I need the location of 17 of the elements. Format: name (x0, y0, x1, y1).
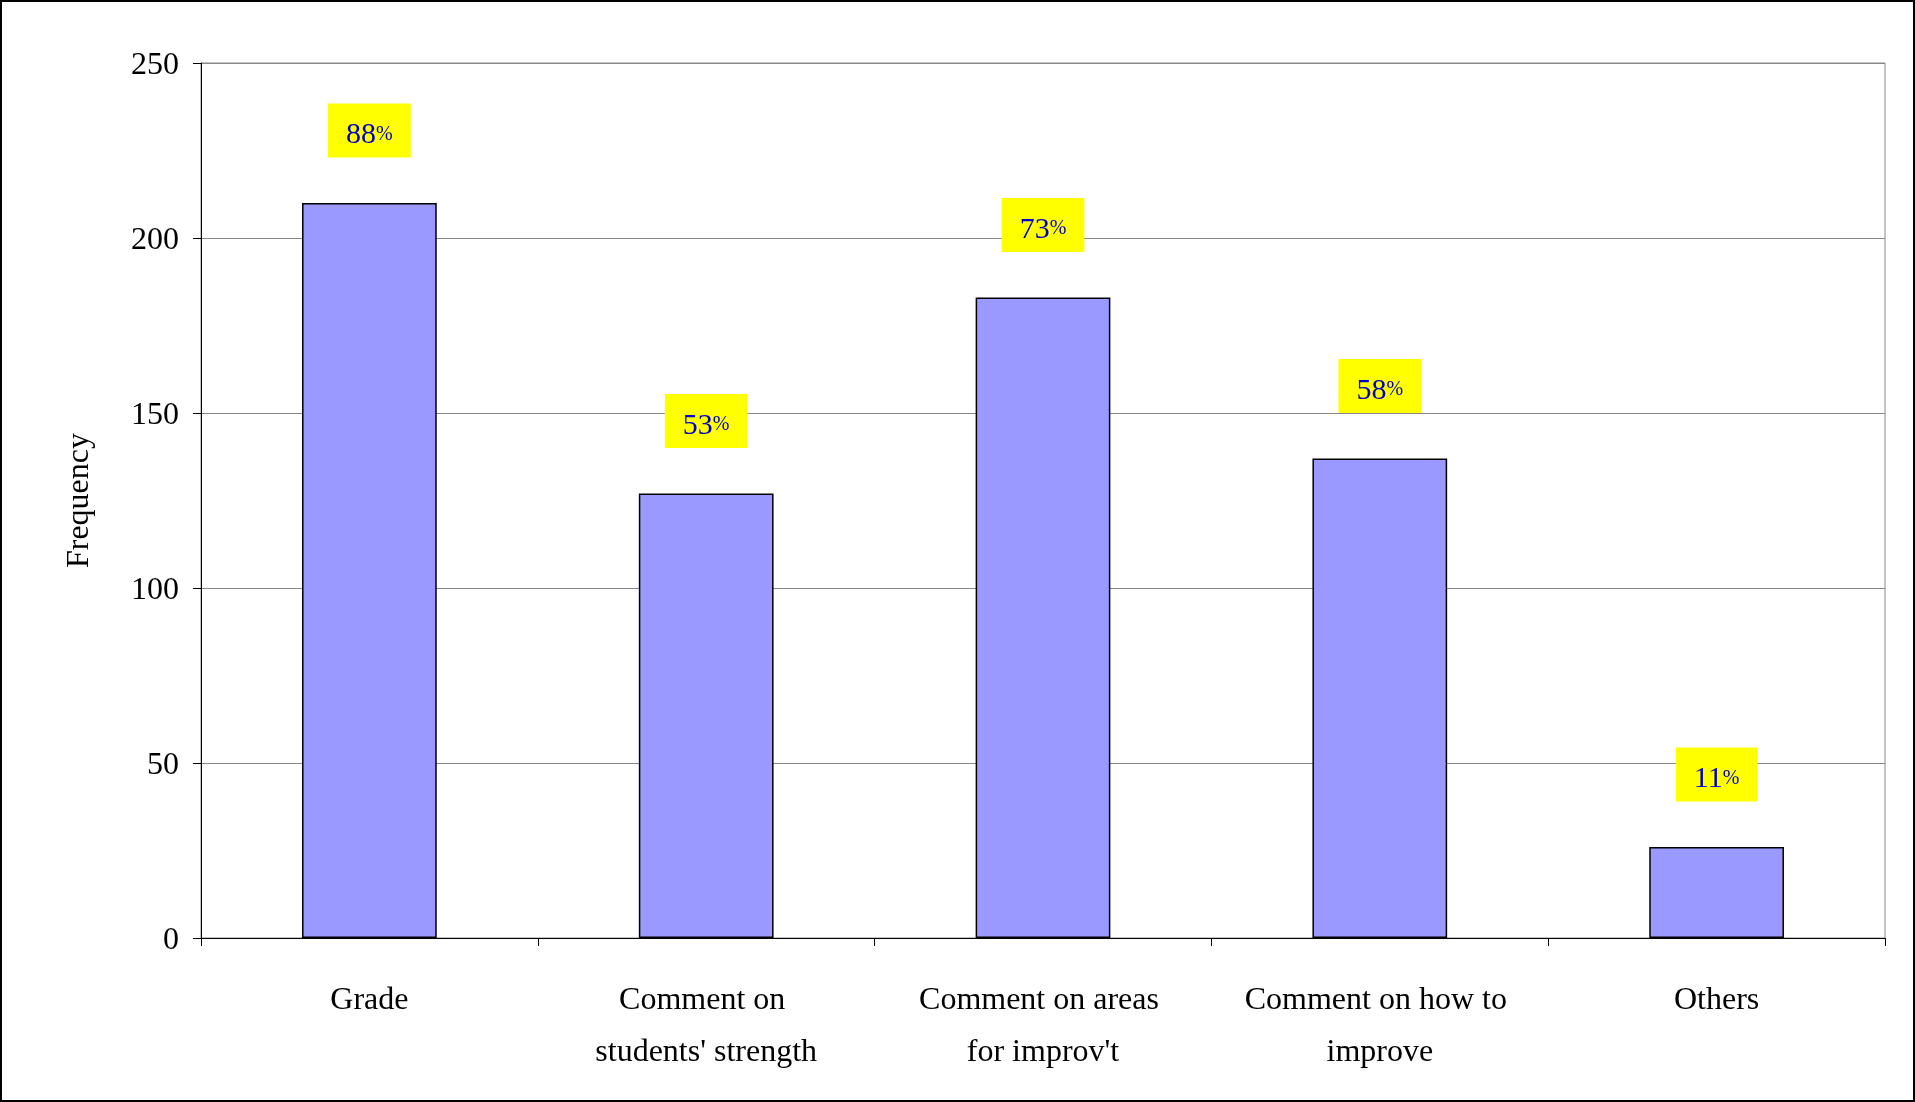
annotation: 88% (346, 116, 393, 149)
y-tick-label: 200 (131, 220, 179, 256)
x-tick-label: Others (1673, 980, 1760, 1016)
x-tick-label: Comment on students' strength (595, 980, 818, 1068)
y-tick-label: 50 (147, 745, 179, 781)
y-tick-label: 250 (131, 45, 179, 81)
annotation: 11% (1693, 760, 1740, 793)
y-axis-title: Frequency (59, 432, 95, 569)
annotation: 53% (682, 406, 730, 440)
annotation: 58% (1356, 371, 1404, 405)
annotation: 73% (1019, 210, 1067, 244)
y-tick-label: 0 (163, 920, 179, 956)
x-tick-label: Comment on how to improve (1244, 980, 1515, 1068)
x-tick-label: Grade (330, 980, 409, 1016)
y-tick-label: 100 (131, 570, 179, 606)
y-tick-label: 150 (131, 395, 179, 431)
x-tick-label: Comment on areas for improv't (919, 980, 1167, 1068)
